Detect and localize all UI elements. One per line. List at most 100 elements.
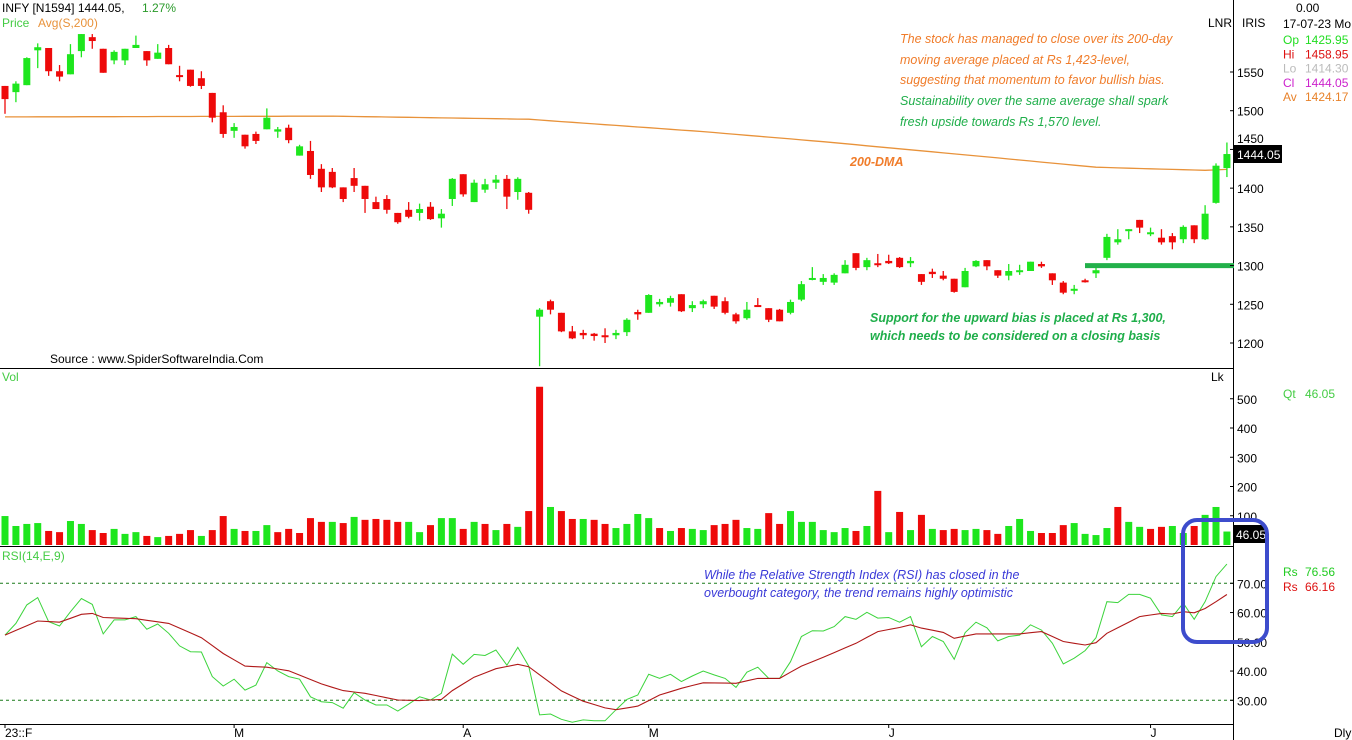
candle bbox=[1103, 233, 1111, 261]
candle-body bbox=[1223, 154, 1231, 169]
candle bbox=[1016, 264, 1024, 275]
price-tick-label: 1500 bbox=[1237, 105, 1264, 119]
candle bbox=[361, 185, 369, 213]
candle bbox=[721, 297, 729, 315]
candle bbox=[961, 267, 969, 288]
candle-body bbox=[1048, 273, 1056, 281]
candle bbox=[350, 168, 358, 193]
volume-bar bbox=[525, 511, 533, 545]
volume-bar bbox=[907, 530, 915, 545]
candle bbox=[830, 273, 838, 285]
candle-body bbox=[88, 37, 96, 42]
candle bbox=[405, 202, 413, 219]
volume-bar bbox=[154, 537, 162, 545]
candle-body bbox=[1081, 280, 1089, 283]
candle bbox=[426, 202, 434, 220]
date-label: 17-07-23 Mo bbox=[1283, 17, 1351, 31]
candle-body bbox=[754, 305, 762, 308]
rsi-readout-label: Rs bbox=[1283, 580, 1298, 594]
candle-body bbox=[470, 182, 478, 203]
candle bbox=[328, 168, 336, 189]
candle bbox=[274, 126, 282, 138]
volume-bar bbox=[1223, 531, 1231, 545]
annotation-line: Sustainability over the same average sha… bbox=[900, 94, 1169, 108]
candle bbox=[885, 254, 893, 265]
candle bbox=[481, 178, 489, 193]
candle bbox=[165, 44, 173, 65]
volume-bar bbox=[197, 535, 205, 545]
candle bbox=[612, 329, 620, 340]
rsi-label: RSI(14,E,9) bbox=[2, 549, 65, 563]
price-tick-label: 1200 bbox=[1237, 337, 1264, 351]
volume-bar bbox=[34, 523, 42, 545]
candle bbox=[1005, 264, 1013, 281]
candle-body bbox=[645, 294, 653, 313]
volume-bar bbox=[186, 530, 194, 545]
period-label[interactable]: Dly bbox=[1334, 726, 1351, 740]
volume-bar bbox=[1136, 526, 1144, 545]
volume-bar bbox=[459, 528, 467, 545]
candle-body bbox=[12, 83, 20, 93]
readout-label: Cl bbox=[1283, 76, 1294, 90]
candle bbox=[23, 57, 31, 86]
volume-bar bbox=[208, 530, 216, 545]
volume-bar bbox=[77, 523, 85, 545]
volume-bar bbox=[939, 530, 947, 545]
candle bbox=[907, 257, 915, 268]
qt-value: 46.05 bbox=[1305, 387, 1335, 401]
iris-label[interactable]: IRIS bbox=[1242, 16, 1265, 30]
candle bbox=[1201, 205, 1209, 241]
candle-body bbox=[557, 312, 565, 332]
price-tick-label: 1400 bbox=[1237, 182, 1264, 196]
candle-body bbox=[1027, 261, 1035, 271]
candle-body bbox=[667, 298, 675, 303]
candle-body bbox=[1114, 239, 1122, 243]
candle-body bbox=[230, 126, 238, 131]
volume-bar bbox=[416, 532, 424, 545]
candle bbox=[383, 195, 391, 214]
candle-body bbox=[1136, 219, 1144, 228]
price-legend: Price bbox=[2, 16, 30, 30]
candle-body bbox=[197, 78, 205, 86]
candle bbox=[743, 301, 751, 320]
candle bbox=[503, 174, 511, 210]
volume-bar bbox=[754, 528, 762, 545]
candle-body bbox=[743, 309, 751, 319]
candle-body bbox=[547, 301, 554, 310]
candle bbox=[1136, 219, 1144, 234]
price-tick-label: 1350 bbox=[1237, 221, 1264, 235]
lnr-label[interactable]: LNR bbox=[1208, 16, 1232, 30]
volume-bar bbox=[252, 530, 260, 545]
volume-bar bbox=[688, 528, 696, 545]
volume-bar bbox=[514, 526, 522, 545]
candle bbox=[1081, 278, 1089, 283]
x-tick-label: M bbox=[649, 726, 659, 740]
candle-body bbox=[383, 198, 391, 210]
candle-body bbox=[797, 284, 805, 300]
volume-bar bbox=[787, 511, 795, 545]
candle bbox=[285, 124, 293, 144]
price-tick-label: 1300 bbox=[1237, 260, 1264, 274]
candle bbox=[1114, 229, 1122, 245]
candle bbox=[88, 34, 96, 49]
candle-body bbox=[176, 75, 184, 78]
candle bbox=[950, 278, 958, 293]
candle-body bbox=[525, 192, 533, 210]
candle bbox=[994, 270, 1002, 278]
candle-body bbox=[426, 206, 434, 220]
candle-body bbox=[874, 263, 882, 266]
highlight-box bbox=[1181, 518, 1269, 644]
candle bbox=[677, 294, 685, 313]
volume-bar bbox=[885, 532, 893, 545]
volume-bar bbox=[645, 518, 653, 545]
candle-body bbox=[950, 278, 958, 292]
volume-bar bbox=[656, 528, 664, 545]
volume-bar bbox=[339, 523, 347, 545]
readout-label: Lo bbox=[1283, 62, 1297, 76]
candle-body bbox=[1190, 225, 1198, 240]
volume-bar bbox=[263, 525, 271, 545]
price-tick-label: 1550 bbox=[1237, 66, 1264, 80]
candle bbox=[99, 48, 107, 73]
candle bbox=[525, 192, 533, 214]
volume-bar bbox=[797, 521, 805, 545]
